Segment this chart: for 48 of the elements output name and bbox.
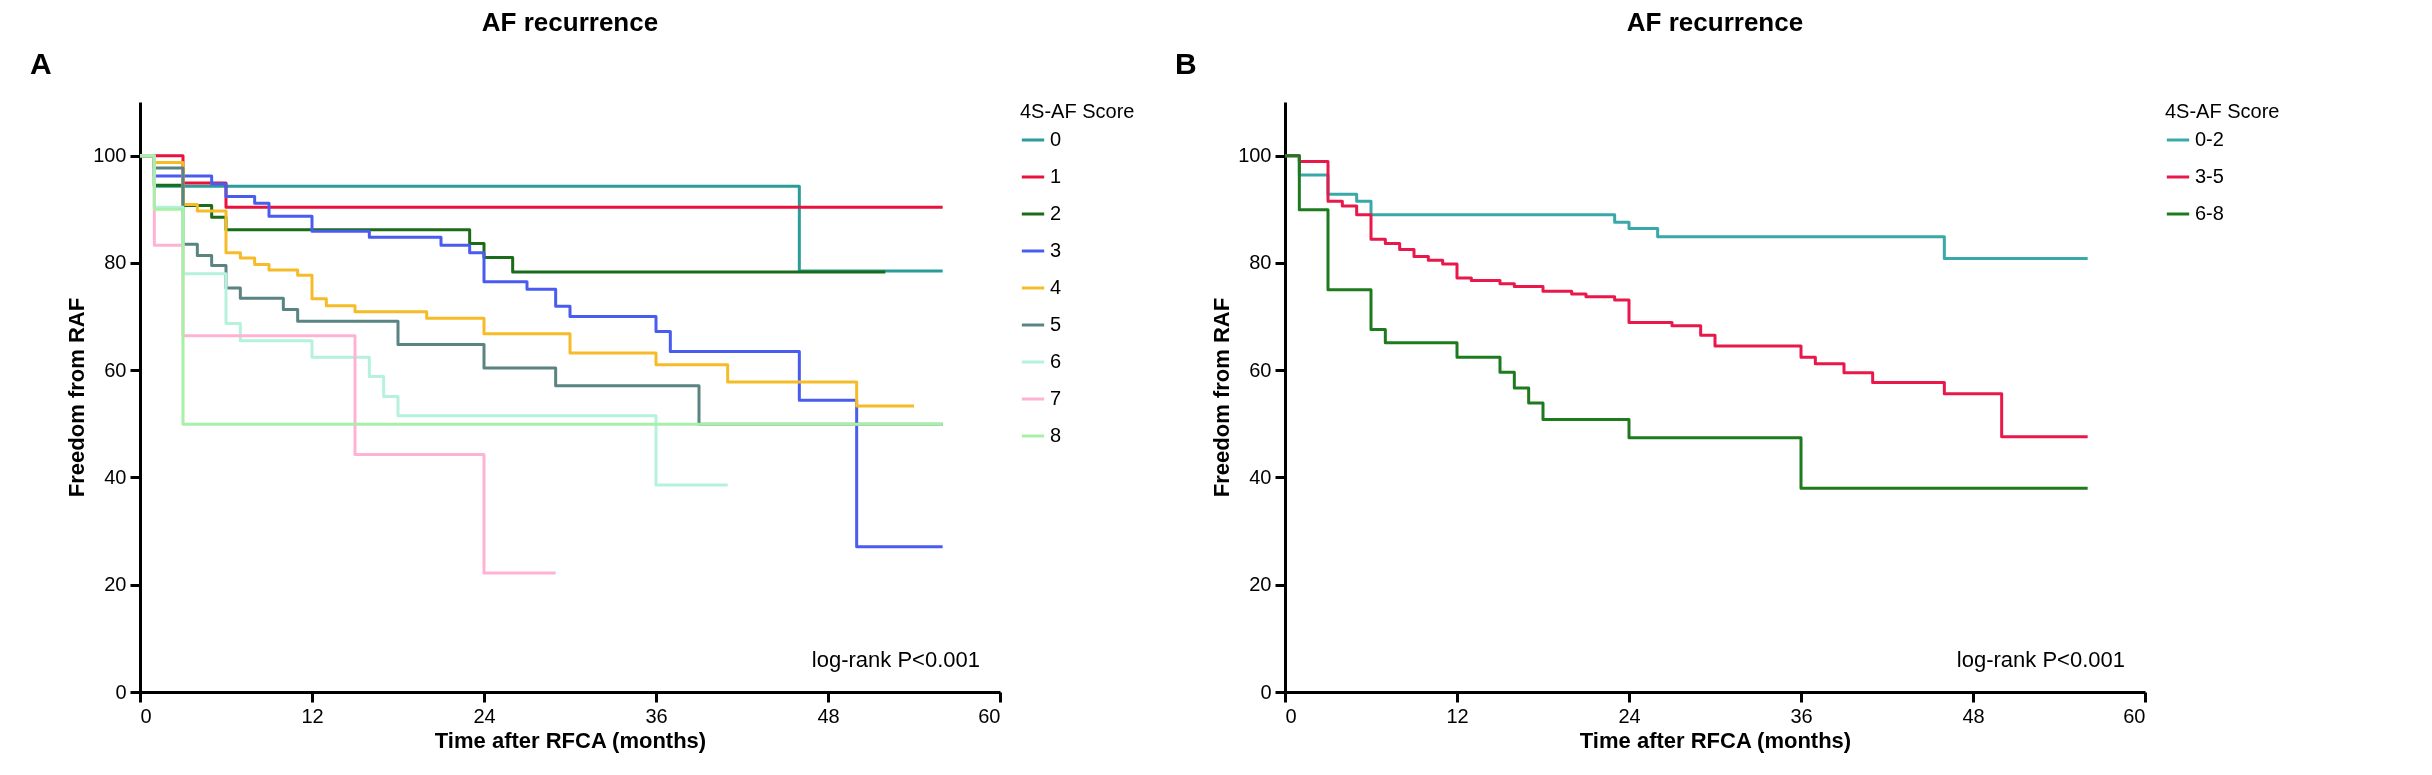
legend-label: 8	[1050, 424, 1062, 446]
y-tick-label: 60	[104, 358, 127, 381]
legend-label: 2	[1050, 202, 1062, 224]
annotation: log-rank P<0.001	[1956, 647, 2125, 672]
legend-label: 3-5	[2195, 165, 2224, 187]
y-tick-label: 0	[115, 680, 127, 703]
legend-title: 4S-AF Score	[1020, 100, 1135, 122]
y-tick-label: 0	[1260, 680, 1272, 703]
y-axis-title: Freedom from RAF	[1209, 297, 1235, 498]
legend-title: 4S-AF Score	[2165, 100, 2280, 122]
y-tick-label: 80	[104, 251, 127, 274]
text: B	[1175, 47, 1197, 80]
x-axis-title: Time after RFCA (months)	[1579, 727, 1852, 753]
legend-label: 3	[1050, 239, 1062, 261]
x-tick-label: 0	[1285, 704, 1297, 727]
y-axis-title: Freedom from RAF	[64, 297, 90, 498]
x-tick-label: 48	[1962, 704, 1985, 727]
x-axis-title: Time after RFCA (months)	[434, 727, 707, 753]
x-tick-label: 24	[473, 704, 496, 727]
legend-label: 1	[1050, 165, 1062, 187]
legend-label: 5	[1050, 313, 1062, 335]
y-tick-label: 20	[1249, 573, 1272, 596]
x-tick-label: 0	[140, 704, 152, 727]
text: A	[30, 47, 52, 80]
legend-label: 4	[1050, 276, 1062, 298]
x-tick-label: 36	[1790, 704, 1813, 727]
y-tick-label: 60	[1249, 358, 1272, 381]
chart-title: AF recurrence	[481, 7, 659, 37]
x-tick-label: 48	[817, 704, 840, 727]
x-tick-label: 12	[301, 704, 324, 727]
legend-label: 0	[1050, 128, 1062, 150]
y-tick-label: 40	[1249, 465, 1272, 488]
x-tick-label: 60	[978, 704, 1001, 727]
y-tick-label: 80	[1249, 251, 1272, 274]
x-tick-label: 24	[1618, 704, 1641, 727]
y-tick-label: 40	[104, 465, 127, 488]
legend-label: 7	[1050, 387, 1062, 409]
x-tick-label: 60	[2123, 704, 2146, 727]
annotation: log-rank P<0.001	[811, 647, 980, 672]
x-tick-label: 36	[645, 704, 668, 727]
y-tick-label: 100	[1238, 144, 1272, 167]
legend-label: 6-8	[2195, 202, 2224, 224]
legend-label: 6	[1050, 350, 1062, 372]
y-tick-label: 100	[93, 144, 127, 167]
chart-title: AF recurrence	[1626, 7, 1804, 37]
x-tick-label: 12	[1446, 704, 1469, 727]
y-tick-label: 20	[104, 573, 127, 596]
legend-label: 0-2	[2195, 128, 2224, 150]
